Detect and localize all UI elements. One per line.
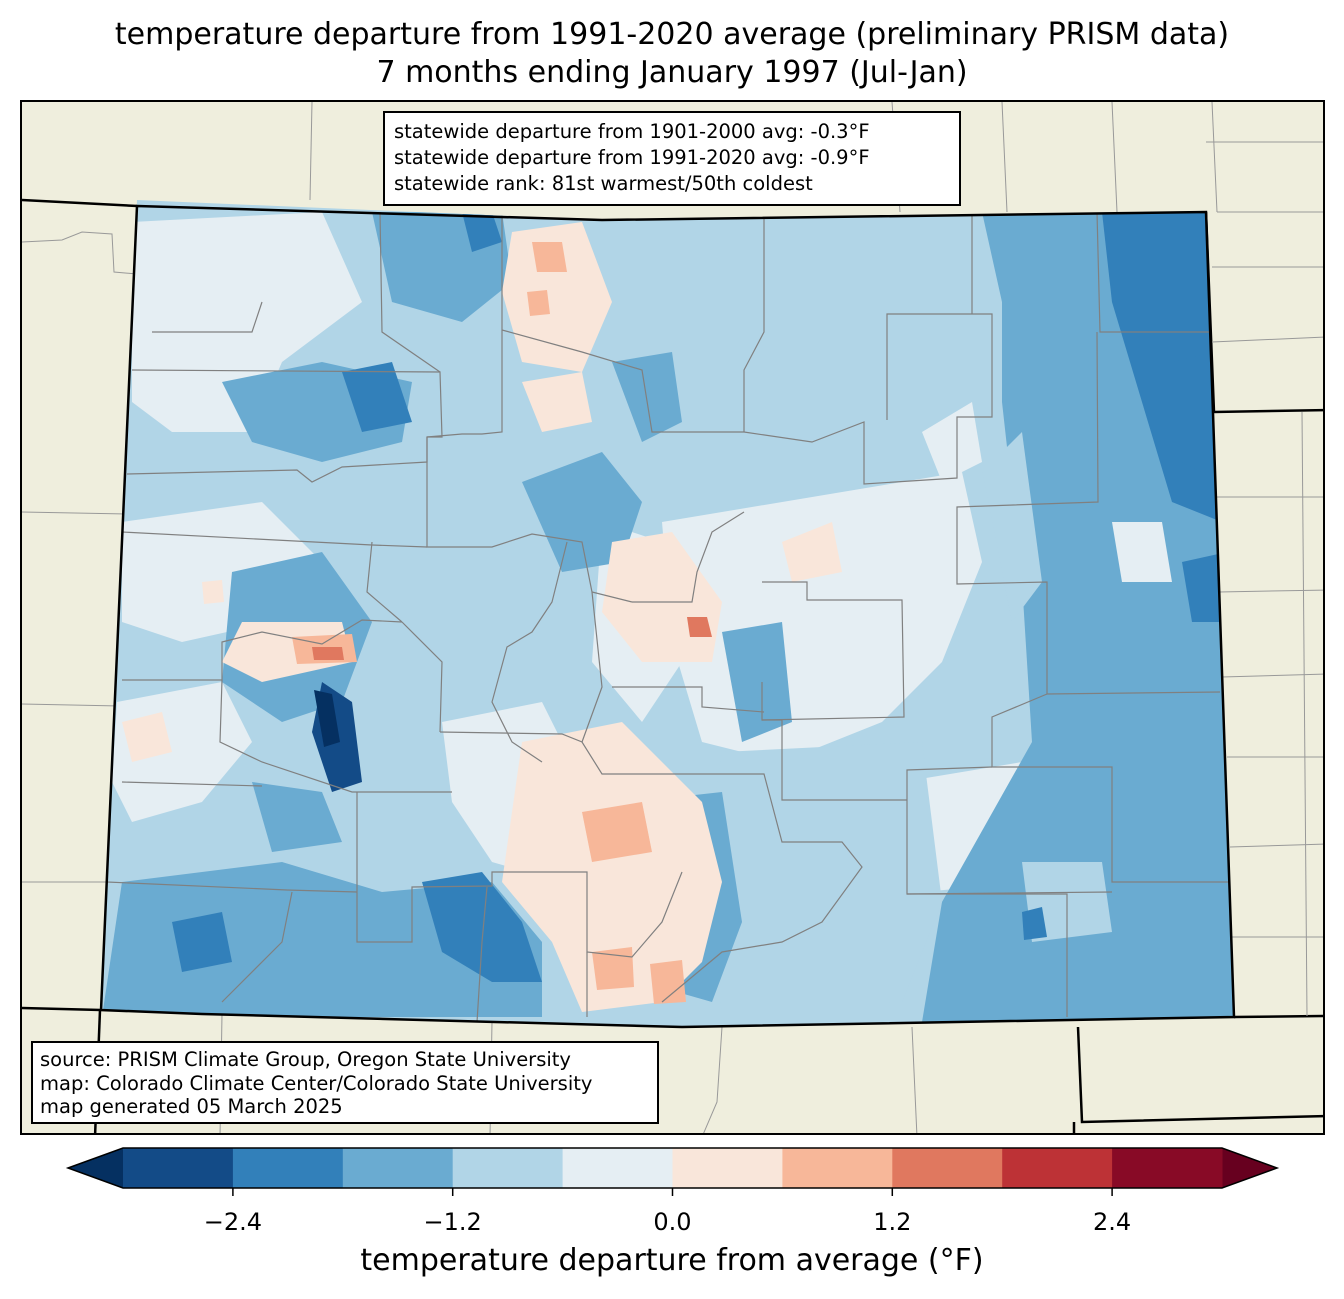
source-line: source: PRISM Climate Group, Oregon Stat… [40,1048,571,1071]
county-boundaries [106,211,1232,1023]
source-box: source: PRISM Climate Group, Oregon Stat… [31,1041,659,1124]
colorbar-tick-label: 2.4 [1093,1208,1131,1236]
map-title: temperature departure from 1991-2020 ave… [114,17,1230,52]
colorbar-tick-label: 1.2 [873,1208,911,1236]
map-subtitle: 7 months ending January 1997 (Jul-Jan) [376,55,968,90]
colorbar-segment [782,1148,893,1188]
colorbar-segment [562,1148,673,1188]
colorado-border [99,204,1236,1029]
colorbar-segment [672,1148,783,1188]
colorbar-segment [1112,1148,1223,1188]
colorbar-outline [65,1147,1280,1189]
statewide-stats-box: statewide departure from 1901-2000 avg: … [383,111,961,206]
colorbar-tick-label: −1.2 [424,1208,482,1236]
colorado-map [22,102,1323,1133]
statewide-rank: statewide rank: 81st warmest/50th coldes… [394,172,813,195]
colorbar-label: temperature departure from average (°F) [360,1243,984,1278]
colorbar-segment [342,1148,454,1188]
generated-date-line: map generated 05 March 2025 [40,1095,343,1118]
map-panel [20,100,1325,1135]
colorbar-under-arrow [68,1148,123,1188]
colorbar-tick-label: −2.4 [204,1208,262,1236]
colorbar-tick-label: 0.0 [653,1208,691,1236]
colorbar-segment [232,1148,344,1188]
colorbar: −2.4 −1.2 0.0 1.2 2.4 [65,1147,1280,1236]
colorbar-segment [123,1148,234,1188]
departure-1991-2020: statewide departure from 1991-2020 avg: … [394,146,870,169]
colorbar-segment [1002,1148,1113,1188]
colorbar-segment [452,1148,564,1188]
colorbar-segment [892,1148,1003,1188]
colorbar-over-arrow [1222,1148,1277,1188]
neighbor-county-lines [22,102,1323,1133]
map-credit-line: map: Colorado Climate Center/Colorado St… [40,1071,593,1095]
departure-1901-2000: statewide departure from 1901-2000 avg: … [394,120,870,143]
temperature-departure-field [101,200,1234,1027]
